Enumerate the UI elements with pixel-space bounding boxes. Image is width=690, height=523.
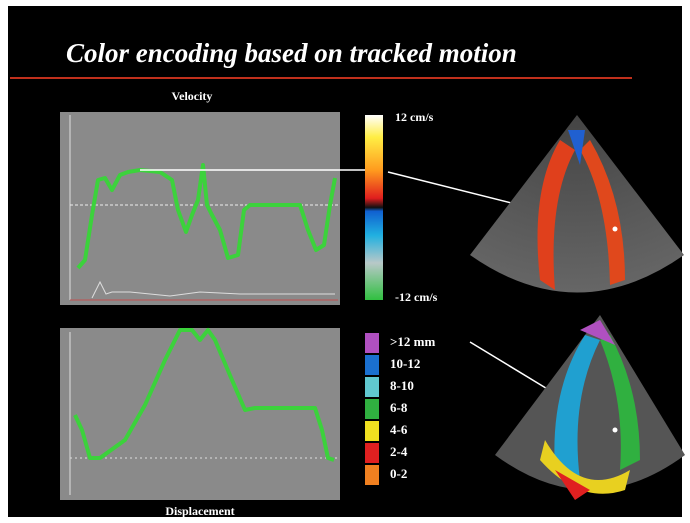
legend-label: 10-12 xyxy=(390,356,420,371)
legend-label: 0-2 xyxy=(390,466,407,481)
velocity-color-bar xyxy=(365,115,383,300)
slide-title: Color encoding based on tracked motion xyxy=(66,38,517,68)
slide: Color encoding based on tracked motion V… xyxy=(0,0,690,523)
displacement-label: Displacement xyxy=(165,504,234,518)
legend-label: >12 mm xyxy=(390,334,435,349)
velocity-plot xyxy=(60,112,370,305)
velocity-scale-top: 12 cm/s xyxy=(395,110,434,124)
legend-label: 6-8 xyxy=(390,400,408,415)
legend-label: 4-6 xyxy=(390,422,408,437)
displacement-plot xyxy=(60,328,340,500)
velocity-scale-bottom: -12 cm/s xyxy=(395,290,438,304)
legend-label: 8-10 xyxy=(390,378,414,393)
legend-label: 2-4 xyxy=(390,444,408,459)
velocity-label: Velocity xyxy=(172,89,213,103)
